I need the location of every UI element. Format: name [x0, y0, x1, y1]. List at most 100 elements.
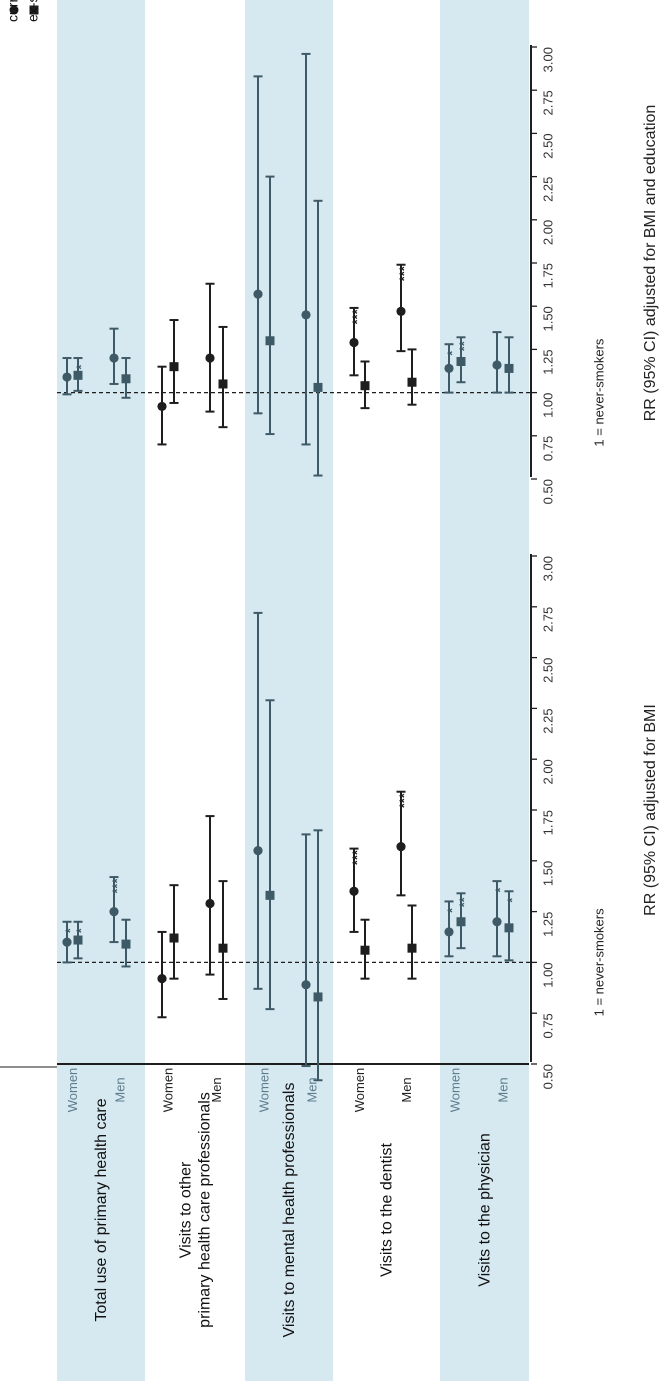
- tick-label: 2.00: [541, 759, 556, 784]
- ex-smoker-point: [169, 362, 179, 372]
- reference-label: 1 = never-smokers: [591, 908, 606, 1017]
- ex-smoker-point: [265, 336, 275, 346]
- axis-title: RR (95% CI) adjusted for BMI: [642, 704, 659, 916]
- significance-label: ***: [396, 792, 411, 808]
- tick-label: 2.00: [541, 220, 556, 245]
- current-smoker-point: [396, 841, 406, 852]
- sex-label: Women: [256, 1068, 271, 1113]
- current-smoker-point: [157, 401, 167, 412]
- ex-smoker-point: [360, 945, 370, 955]
- plot-panel-2: 0.50 0.75 1.00 1.25 1.50 1.75 2.00 2.25 2.50 2.75…: [57, 45, 659, 504]
- legend-current-label: current smokers: [5, 0, 21, 22]
- ex-smoker-point: [73, 370, 83, 380]
- legend-ex-label: ex-smokers: [25, 0, 41, 22]
- significance-label: ***: [349, 308, 364, 324]
- tick-label: 1.25: [541, 349, 556, 374]
- significance-label: *: [444, 907, 459, 913]
- category-band: [440, 0, 529, 1381]
- category-label: Visits to the dentist: [379, 1142, 396, 1277]
- ex-smoker-point: [456, 917, 466, 927]
- plot-panel-1: 0.50 0.75 1.00 1.25 1.50 1.75 2.00 2.25 2.50 2.75…: [57, 554, 659, 1112]
- tick-label: 3.00: [541, 47, 556, 72]
- legend-current-marker: [9, 5, 19, 15]
- category-label-line: Total use of primary health care: [93, 1098, 110, 1321]
- legend-ex-marker: [29, 5, 39, 15]
- current-smoker-point: [157, 974, 167, 984]
- category-label-line: Visits to the dentist: [379, 1142, 396, 1277]
- ex-smoker-point: [360, 381, 370, 391]
- category-label: Total use of primary health care: [93, 1098, 110, 1321]
- ex-smoker-point: [265, 890, 275, 900]
- category-label-line: Visits to the physician: [477, 1133, 494, 1287]
- tick-label: 2.75: [541, 90, 556, 115]
- significance-label: *: [62, 927, 77, 933]
- significance-label: **: [456, 340, 471, 351]
- plot-panels: 0.50 0.75 1.00 1.25 1.50 1.75 2.00 2.25 2.50 2.75…: [57, 45, 659, 1112]
- axis-title: RR (95% CI) adjusted for BMI and educati…: [642, 105, 659, 422]
- sex-label: Women: [447, 1068, 462, 1113]
- ex-smoker-point: [504, 363, 514, 373]
- sex-label: Men: [304, 1077, 319, 1102]
- tick-label: 2.50: [541, 658, 556, 683]
- significance-label: ***: [109, 878, 124, 894]
- tick-label: 1.00: [541, 962, 556, 987]
- sex-label: Men: [495, 1077, 510, 1102]
- category-label-line: Visits to mental health professionals: [281, 1083, 298, 1338]
- category-label: Visits to the physician: [477, 1133, 494, 1287]
- current-smoker-point: [205, 898, 215, 909]
- current-smoker-point: [444, 363, 454, 374]
- category-band: [57, 0, 145, 1381]
- reference-label: 1 = never-smokers: [591, 338, 606, 447]
- ex-smoker-point: [121, 374, 131, 384]
- current-smoker-point: [253, 289, 263, 299]
- current-smoker-point: [205, 353, 215, 363]
- significance-label: *: [444, 350, 459, 356]
- current-smoker-point: [62, 937, 72, 947]
- legend: current smokersex-smokers: [5, 0, 41, 22]
- significance-label: *: [73, 927, 88, 933]
- tick-label: 1.25: [541, 912, 556, 937]
- tick-label: 1.50: [541, 306, 556, 331]
- category-label-line: Visits to other: [178, 1161, 195, 1258]
- ex-smoker-point: [121, 939, 131, 949]
- tick-label: 3.00: [541, 556, 556, 581]
- current-smoker-point: [492, 917, 502, 927]
- ex-smoker-point: [169, 933, 179, 943]
- tick-label: 1.50: [541, 861, 556, 886]
- tick-label: 2.25: [541, 177, 556, 202]
- sex-label: Women: [65, 1068, 80, 1113]
- category-label: Visits to other primary health care profe…: [178, 1092, 214, 1328]
- sex-label: Women: [352, 1068, 367, 1113]
- tick-label: 0.50: [541, 1064, 556, 1089]
- ex-smoker-point: [407, 943, 417, 953]
- tick-label: 2.25: [541, 708, 556, 733]
- category-labels: Total use of primary health care Visits t…: [0, 1066, 494, 1338]
- ex-smoker-point: [313, 382, 323, 392]
- ex-smoker-point: [73, 935, 83, 945]
- tick-label: 0.50: [541, 479, 556, 504]
- current-smoker-point: [444, 927, 454, 937]
- current-smoker-point: [349, 337, 359, 348]
- sex-label: Men: [209, 1077, 224, 1102]
- significance-label: *: [504, 897, 519, 903]
- significance-label: ***: [349, 849, 364, 865]
- current-smoker-point: [396, 306, 406, 316]
- ex-smoker-point: [456, 356, 466, 366]
- current-smoker-point: [492, 360, 502, 370]
- current-smoker-point: [301, 310, 311, 320]
- tick-label: 0.75: [541, 1013, 556, 1038]
- tick-label: 1.75: [541, 263, 556, 288]
- ex-smoker-point: [218, 379, 228, 389]
- significance-label: *: [492, 887, 507, 893]
- tick-label: 1.75: [541, 810, 556, 835]
- category-label: Visits to mental health professionals: [281, 1083, 298, 1338]
- sex-label: Men: [399, 1077, 414, 1102]
- category-label-line: primary health care professionals: [197, 1092, 214, 1328]
- current-smoker-point: [62, 372, 72, 382]
- current-smoker-point: [109, 907, 119, 917]
- current-smoker-point: [301, 980, 311, 990]
- ex-smoker-point: [504, 923, 514, 933]
- current-smoker-point: [109, 353, 119, 363]
- ex-smoker-point: [313, 992, 323, 1002]
